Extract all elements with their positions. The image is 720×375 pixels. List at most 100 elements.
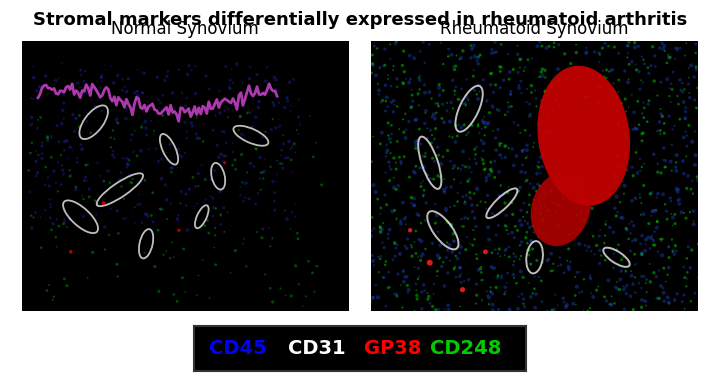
Point [525,294,536,300]
Point [636,304,647,310]
Point [444,223,456,229]
Point [400,135,411,141]
Point [483,120,495,126]
Point [510,224,521,230]
Point [430,100,441,106]
Point [30,173,42,179]
Point [512,227,523,233]
Point [267,100,279,106]
Point [263,225,274,231]
Point [622,50,634,56]
Point [189,203,200,209]
Point [464,194,475,200]
Point [599,232,611,238]
Point [215,211,227,217]
Point [657,191,669,197]
Point [105,135,117,141]
Point [519,64,531,70]
Point [636,200,647,206]
Point [594,84,606,90]
Point [275,153,287,159]
Point [381,202,392,208]
Point [375,99,387,105]
Point [574,269,585,275]
Point [522,57,534,63]
Point [468,43,480,49]
Point [680,115,691,121]
Point [669,123,680,129]
Point [660,164,671,170]
Point [643,98,654,104]
Point [24,189,35,195]
Point [415,220,427,226]
Point [534,274,545,280]
Point [443,46,454,52]
Point [528,144,539,150]
Point [495,42,507,48]
Point [374,65,385,71]
Point [392,84,403,90]
Point [30,210,41,216]
Point [536,66,548,72]
Point [604,191,616,197]
Point [534,144,546,150]
Point [608,265,619,271]
Point [581,248,593,254]
Point [472,96,484,102]
Point [624,39,635,45]
Point [646,213,657,219]
Point [635,241,647,247]
Point [552,302,563,308]
Point [527,239,539,245]
Point [213,154,225,160]
Point [179,150,191,156]
Text: Stromal markers differentially expressed in rheumatoid arthritis: Stromal markers differentially expressed… [33,11,687,29]
Point [179,119,191,125]
Point [513,122,524,128]
Point [657,285,669,291]
Point [500,154,511,160]
Point [670,56,681,62]
Point [462,216,474,222]
Point [251,72,263,78]
Point [600,81,611,87]
Point [494,193,505,199]
Point [593,85,605,91]
Point [444,220,455,226]
Point [503,104,515,110]
Point [378,244,390,250]
Point [408,55,420,61]
Point [389,102,400,108]
Point [103,168,114,174]
Point [51,123,63,129]
Point [642,119,654,125]
Point [635,212,647,218]
Point [472,61,484,67]
Point [636,273,647,279]
Point [444,221,456,227]
Point [690,105,701,111]
Point [520,235,531,241]
Point [504,69,516,75]
Point [260,129,271,135]
Point [58,116,70,122]
Point [614,160,626,166]
Point [479,167,490,173]
Point [495,64,507,70]
Point [638,183,649,189]
Point [101,168,112,174]
Point [516,207,527,213]
Point [523,280,535,286]
Point [391,215,402,221]
Point [527,246,539,252]
Point [491,106,503,112]
Point [664,93,675,99]
Point [480,178,492,184]
Point [227,162,238,168]
Point [634,122,645,128]
Point [531,257,543,263]
Point [148,128,160,134]
Point [259,271,271,277]
Point [476,297,487,303]
Point [99,62,110,68]
